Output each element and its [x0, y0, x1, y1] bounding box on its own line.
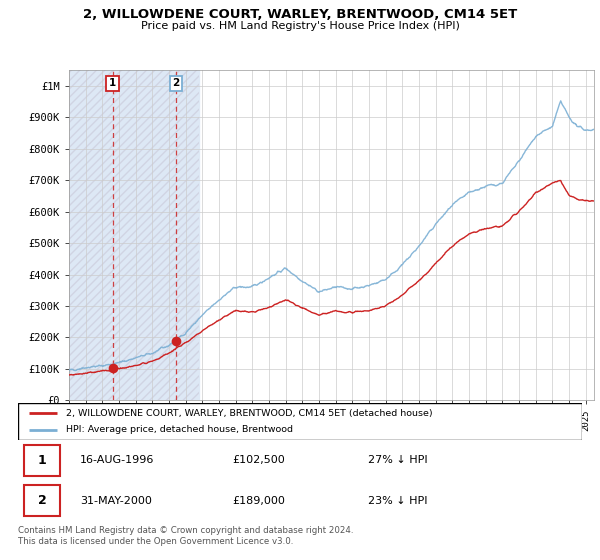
Text: 1: 1	[38, 454, 47, 467]
Text: 31-MAY-2000: 31-MAY-2000	[80, 496, 152, 506]
Text: 2: 2	[38, 494, 47, 507]
Bar	[69, 70, 199, 400]
Text: 2: 2	[172, 78, 179, 88]
Text: 27% ↓ HPI: 27% ↓ HPI	[368, 455, 427, 465]
Text: £102,500: £102,500	[232, 455, 285, 465]
Text: 2, WILLOWDENE COURT, WARLEY, BRENTWOOD, CM14 5ET (detached house): 2, WILLOWDENE COURT, WARLEY, BRENTWOOD, …	[66, 409, 433, 418]
Text: HPI: Average price, detached house, Brentwood: HPI: Average price, detached house, Bren…	[66, 425, 293, 434]
Text: 16-AUG-1996: 16-AUG-1996	[80, 455, 154, 465]
Bar	[23, 445, 61, 475]
Text: Contains HM Land Registry data © Crown copyright and database right 2024.
This d: Contains HM Land Registry data © Crown c…	[18, 526, 353, 546]
Text: 23% ↓ HPI: 23% ↓ HPI	[368, 496, 427, 506]
Bar	[69, 70, 199, 400]
Bar	[23, 486, 61, 516]
Text: 2, WILLOWDENE COURT, WARLEY, BRENTWOOD, CM14 5ET: 2, WILLOWDENE COURT, WARLEY, BRENTWOOD, …	[83, 8, 517, 21]
Text: 1: 1	[109, 78, 116, 88]
Text: Price paid vs. HM Land Registry's House Price Index (HPI): Price paid vs. HM Land Registry's House …	[140, 21, 460, 31]
Text: £189,000: £189,000	[232, 496, 285, 506]
